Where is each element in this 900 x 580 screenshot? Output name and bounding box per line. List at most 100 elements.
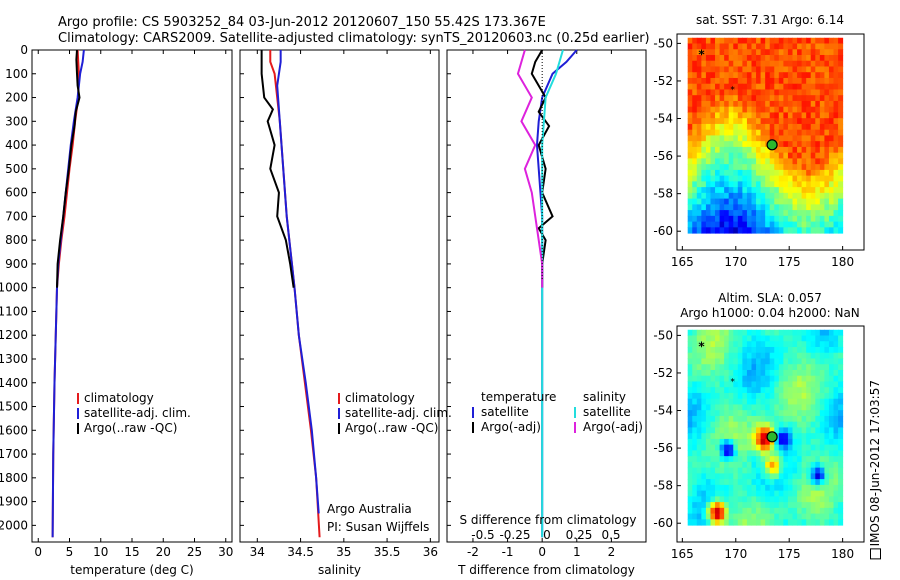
- sla-cell: [705, 438, 711, 446]
- sla-cell: [801, 404, 807, 411]
- sla-cell: [819, 450, 825, 457]
- temp-ytick-label: 200: [5, 91, 28, 105]
- sla-cell: [801, 421, 807, 428]
- sst-cell: [801, 77, 807, 85]
- sla-cell: [728, 433, 734, 440]
- sla-cell: [710, 456, 716, 463]
- sla-cell: [696, 450, 702, 457]
- sst-cell: [687, 100, 693, 108]
- sst-cell: [769, 60, 775, 67]
- sst-cell: [801, 146, 807, 154]
- sst-cell: [751, 152, 757, 159]
- sst-cell: [792, 210, 798, 217]
- sla-cell: [765, 364, 771, 371]
- sla-cell: [760, 450, 766, 457]
- sst-cell: [715, 49, 721, 56]
- sla-cell: [692, 438, 698, 446]
- sst-cell: [710, 123, 716, 131]
- imos-logo-icon: [870, 548, 881, 560]
- sst-cell: [801, 49, 807, 56]
- sst-cell: [719, 72, 725, 79]
- sst-cell: [797, 37, 803, 45]
- sla-cell: [797, 341, 803, 348]
- sla-ytick-label: -60: [653, 516, 673, 530]
- sst-cell: [824, 169, 830, 177]
- sst-cell: [819, 66, 825, 73]
- sst-cell: [710, 198, 716, 205]
- sla-cell: [696, 381, 702, 388]
- sst-cell: [787, 112, 793, 119]
- sla-cell: [824, 467, 830, 474]
- sla-cell: [733, 507, 739, 515]
- sst-cell: [751, 129, 757, 136]
- sst-cell: [728, 210, 734, 217]
- sla-cell: [724, 490, 730, 497]
- sst-cell: [797, 146, 803, 154]
- sst-cell: [760, 89, 766, 96]
- sla-cell: [783, 433, 789, 440]
- sla-cell: [760, 375, 766, 382]
- sst-cell: [810, 221, 816, 228]
- sla-cell: [724, 392, 730, 400]
- sla-cell: [737, 369, 743, 377]
- sla-cell: [710, 502, 716, 509]
- sst-cell: [774, 66, 780, 73]
- sla-cell: [751, 381, 757, 388]
- sst-cell: [783, 152, 789, 159]
- sla-cell: [778, 415, 784, 423]
- sst-cell: [769, 100, 775, 108]
- sst-ytick-label: -60: [653, 224, 673, 238]
- sla-cell: [728, 479, 734, 486]
- sst-cell: [774, 60, 780, 67]
- sla-cell: [806, 392, 812, 400]
- sla-cell: [746, 335, 752, 342]
- sst-cell: [810, 215, 816, 223]
- sst-cell: [769, 169, 775, 177]
- sla-cell: [824, 346, 830, 354]
- diff-legend-header-0: temperature: [481, 390, 556, 404]
- sla-cell: [692, 479, 698, 486]
- sla-cell: [801, 496, 807, 503]
- temp-ytick-label: 700: [5, 209, 28, 223]
- temp-legend-label-2: Argo(..raw -QC): [84, 421, 177, 435]
- sst-cell: [746, 118, 752, 125]
- sst-cell: [696, 66, 702, 73]
- sla-cell: [765, 456, 771, 463]
- sla-cell: [769, 496, 775, 503]
- sst-cell: [797, 118, 803, 125]
- sla-cell: [774, 427, 780, 434]
- sst-cell: [751, 89, 757, 96]
- sla-cell: [801, 438, 807, 446]
- sla-cell: [806, 433, 812, 440]
- sst-cell: [756, 141, 762, 148]
- sla-cell: [760, 369, 766, 377]
- sla-cell: [724, 427, 730, 434]
- sla-cell: [769, 456, 775, 463]
- sst-cell: [774, 204, 780, 211]
- sla-cell: [797, 433, 803, 440]
- sst-cell: [792, 118, 798, 125]
- sst-cell: [760, 83, 766, 90]
- sla-cell: [687, 364, 693, 371]
- sst-cell: [783, 158, 789, 165]
- sla-cell: [701, 484, 707, 492]
- sla-cell: [760, 392, 766, 400]
- sst-cell: [760, 60, 766, 67]
- sst-cell: [778, 83, 784, 90]
- sla-cell: [737, 364, 743, 371]
- sla-cell: [792, 421, 798, 428]
- sla-cell: [733, 375, 739, 382]
- sla-cell: [778, 346, 784, 354]
- sla-cell: [783, 410, 789, 417]
- sla-cell: [751, 490, 757, 497]
- sla-cell: [819, 410, 825, 417]
- sla-cell: [792, 502, 798, 509]
- sla-cell: [719, 387, 725, 394]
- sst-cell: [769, 181, 775, 188]
- sla-cell: [696, 502, 702, 509]
- sst-cell: [797, 83, 803, 90]
- sst-cell: [692, 164, 698, 171]
- sla-cell: [751, 346, 757, 354]
- sla-cell: [756, 410, 762, 417]
- sla-cell: [833, 410, 839, 417]
